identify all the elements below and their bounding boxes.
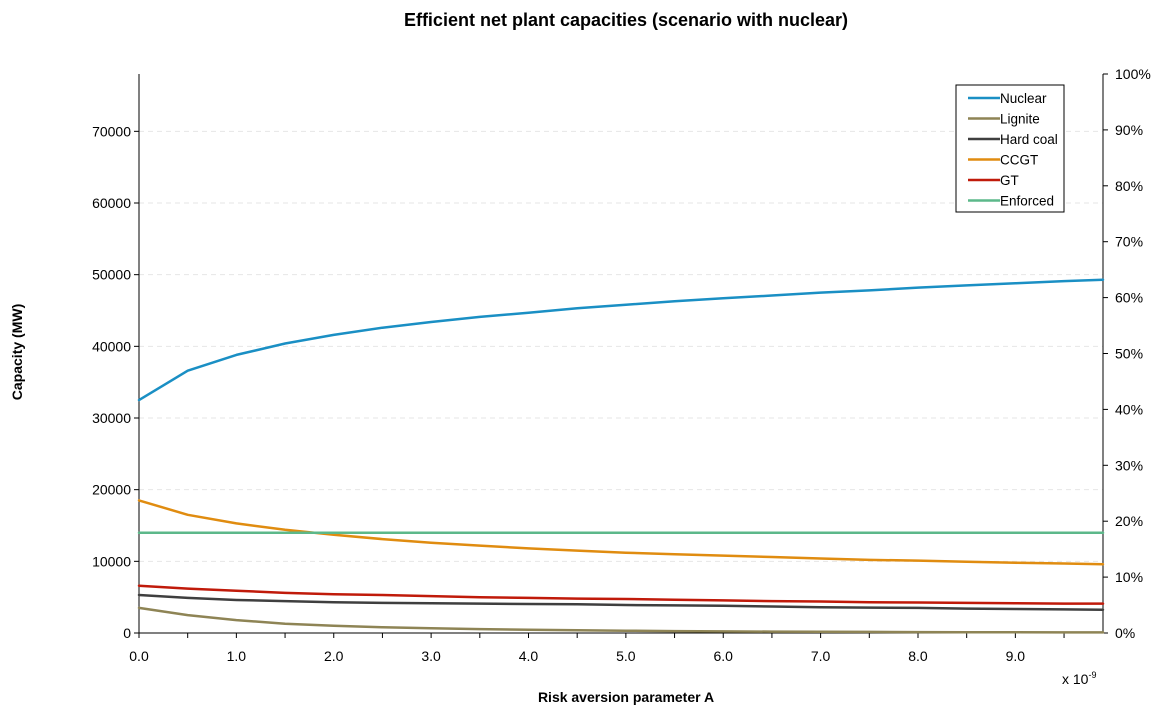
- series-line-lignite: [137, 606, 1105, 634]
- x-multiplier-label: x 10-9: [1062, 670, 1096, 687]
- y-axis-label: Capacity (MW): [9, 304, 25, 400]
- x-tick-label: 7.0: [811, 648, 831, 664]
- y2-tick-label: 20%: [1115, 513, 1143, 529]
- legend: Nuclear Lignite Hard coal CCGT GT Enforced: [955, 84, 1065, 213]
- y2-tick-label: 70%: [1115, 234, 1143, 250]
- y-tick-label: 40000: [92, 338, 131, 354]
- legend-label: Enforced: [1000, 194, 1054, 209]
- legend-label: GT: [1000, 173, 1019, 188]
- y2-tick-label: 30%: [1115, 457, 1143, 473]
- legend-label: Lignite: [1000, 112, 1040, 127]
- x-tick-label: 1.0: [227, 648, 247, 664]
- series-lines: [137, 278, 1105, 634]
- series-line-nuclear: [137, 278, 1105, 402]
- x-tick-label: 4.0: [519, 648, 539, 664]
- y-tick-label: 50000: [92, 267, 131, 283]
- grid-lines: [139, 130, 1103, 562]
- series-line-gt: [137, 584, 1105, 605]
- legend-label: Hard coal: [1000, 132, 1058, 147]
- legend-label: CCGT: [1000, 153, 1038, 168]
- y-tick-label: 10000: [92, 553, 131, 569]
- y-tick-label: 0: [123, 625, 131, 641]
- axis-ticks: 0 10000 20000 30000 40000 50000 60000 70000 0% 10…: [92, 66, 1151, 664]
- y2-tick-label: 0%: [1115, 625, 1135, 641]
- x-tick-label: 3.0: [421, 648, 441, 664]
- y2-tick-label: 10%: [1115, 569, 1143, 585]
- x-tick-label: 9.0: [1006, 648, 1026, 664]
- x-tick-label: 8.0: [908, 648, 928, 664]
- series-line-hard-coal: [137, 593, 1105, 611]
- y-tick-label: 60000: [92, 195, 131, 211]
- legend-label: Nuclear: [1000, 91, 1047, 106]
- legend-box: [955, 84, 1065, 213]
- y-tick-label: 20000: [92, 482, 131, 498]
- chart-title: Efficient net plant capacities (scenario…: [404, 10, 848, 30]
- x-axis-label: Risk aversion parameter A: [538, 689, 714, 705]
- y2-tick-label: 90%: [1115, 122, 1143, 138]
- x-tick-label: 2.0: [324, 648, 344, 664]
- y2-tick-label: 100%: [1115, 66, 1151, 82]
- y2-tick-label: 50%: [1115, 346, 1143, 362]
- y-tick-label: 70000: [92, 123, 131, 139]
- x-tick-label: 0.0: [129, 648, 149, 664]
- y2-tick-label: 60%: [1115, 290, 1143, 306]
- y2-tick-label: 80%: [1115, 178, 1143, 194]
- y2-tick-label: 40%: [1115, 401, 1143, 417]
- x-tick-label: 6.0: [714, 648, 734, 664]
- y-tick-label: 30000: [92, 410, 131, 426]
- x-tick-label: 5.0: [616, 648, 636, 664]
- x-multiplier-exponent: -9: [1088, 670, 1096, 680]
